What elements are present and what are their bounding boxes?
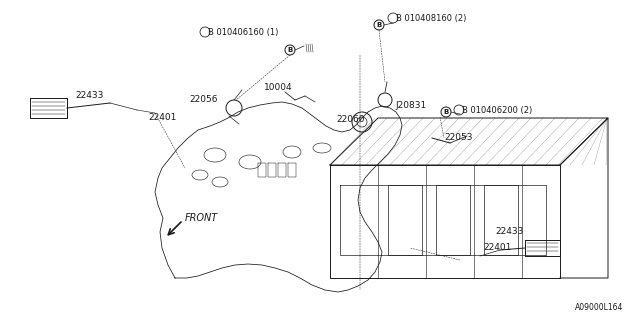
- Text: 22060: 22060: [337, 116, 365, 124]
- Text: 10004: 10004: [264, 84, 292, 92]
- Text: FRONT: FRONT: [185, 213, 218, 223]
- Text: 22433: 22433: [76, 91, 104, 100]
- Text: J20831: J20831: [395, 100, 426, 109]
- Text: B 010408160 (2): B 010408160 (2): [396, 13, 467, 22]
- Text: 22053: 22053: [444, 133, 472, 142]
- Text: B: B: [444, 109, 449, 115]
- Text: 22401: 22401: [148, 114, 177, 123]
- Text: B 010406200 (2): B 010406200 (2): [462, 106, 532, 115]
- Text: 22401: 22401: [483, 244, 511, 252]
- Text: A09000L164: A09000L164: [575, 303, 623, 313]
- Text: B: B: [287, 47, 292, 53]
- Text: 22056: 22056: [189, 95, 218, 105]
- Text: B: B: [376, 22, 381, 28]
- Text: B 010406160 (1): B 010406160 (1): [208, 28, 278, 36]
- Text: 22433: 22433: [495, 228, 524, 236]
